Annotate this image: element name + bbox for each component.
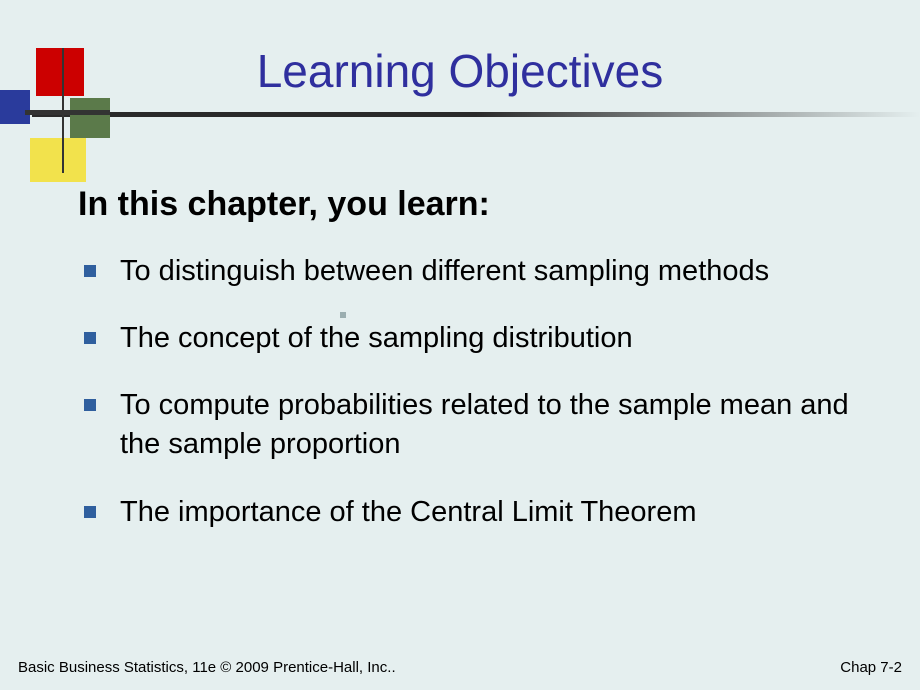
deco-square-olive: [70, 98, 110, 138]
slide-footer: Basic Business Statistics, 11e © 2009 Pr…: [18, 659, 902, 676]
list-item: The concept of the sampling distribution: [78, 319, 860, 358]
center-marker: [340, 312, 346, 318]
slide-content: In this chapter, you learn: To distingui…: [78, 185, 860, 560]
title-underline: [32, 112, 920, 117]
intro-text: In this chapter, you learn:: [78, 185, 860, 224]
list-item: The importance of the Central Limit Theo…: [78, 493, 860, 532]
footer-left: Basic Business Statistics, 11e © 2009 Pr…: [18, 659, 396, 676]
deco-square-yellow: [30, 138, 86, 182]
deco-hline: [25, 110, 110, 115]
footer-right: Chap 7-2: [840, 659, 902, 676]
list-item: To distinguish between different samplin…: [78, 252, 860, 291]
list-item: To compute probabilities related to the …: [78, 386, 860, 464]
bullet-list: To distinguish between different samplin…: [78, 252, 860, 532]
slide-title: Learning Objectives: [0, 44, 920, 98]
